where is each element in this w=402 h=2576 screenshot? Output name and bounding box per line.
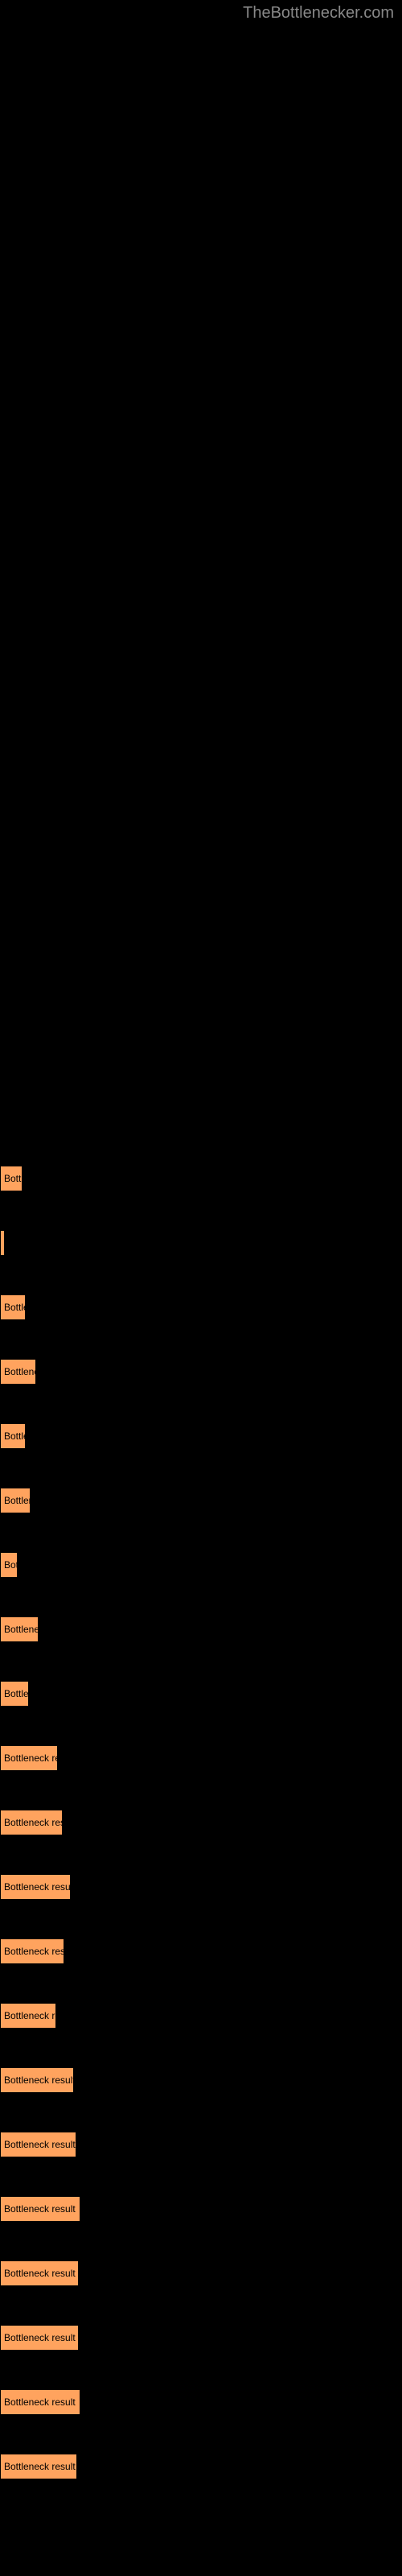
bar-label: Bottleneck result bbox=[4, 2203, 76, 2215]
bar-label: Bottleneck result bbox=[4, 2074, 74, 2086]
bar-row: Bottleneck result bbox=[0, 1852, 402, 1916]
bar-label: Bottlenec bbox=[4, 1366, 36, 1377]
bar-label: Bott bbox=[4, 1173, 21, 1184]
chart-bar: Bottleneck resul bbox=[0, 1938, 64, 1964]
bar-label: Bottleneck result bbox=[4, 2139, 76, 2150]
chart-bar: Bottlenec bbox=[0, 1616, 39, 1642]
bar-row: Bottleneck re bbox=[0, 1980, 402, 2045]
chart-bar: Bott bbox=[0, 1166, 23, 1191]
bar-row: Bottlen bbox=[0, 1658, 402, 1723]
chart-bar: Bottle bbox=[0, 1294, 26, 1320]
chart-bar: Bottleneck result bbox=[0, 2454, 77, 2479]
bar-chart: Bott Bottle Bottlenec Bottle Bottlen Bot Bottl… bbox=[0, 0, 402, 2496]
chart-bar bbox=[0, 1230, 5, 1256]
bar-label: Bottleneck resul bbox=[4, 1946, 64, 1957]
bar-label: Bottleneck result bbox=[4, 2461, 76, 2472]
bar-label: Bottleneck result bbox=[4, 1881, 71, 1893]
bar-row: Bott bbox=[0, 1143, 402, 1208]
bar-label: Bottleneck result bbox=[4, 2268, 76, 2279]
chart-bar: Bottleneck result bbox=[0, 2196, 80, 2222]
bar-label: Bottleneck result bbox=[4, 2396, 76, 2408]
bar-row: Bottlenec bbox=[0, 1594, 402, 1658]
chart-bar: Bottleneck resu bbox=[0, 1810, 63, 1835]
bar-row: Bot bbox=[0, 1530, 402, 1594]
chart-bar: Bottlen bbox=[0, 1488, 31, 1513]
bar-row: Bottleneck result bbox=[0, 2045, 402, 2109]
chart-bar: Bottleneck result bbox=[0, 2067, 74, 2093]
bar-row: Bottleneck resul bbox=[0, 1916, 402, 1980]
bar-label: Bottleneck result bbox=[4, 2332, 76, 2343]
bar-label: Bot bbox=[4, 1559, 18, 1571]
chart-bar: Bottleneck result bbox=[0, 2132, 76, 2157]
bar-row: Bottlenec bbox=[0, 1336, 402, 1401]
chart-bar: Bottleneck result bbox=[0, 2325, 79, 2351]
bar-label: Bottlen bbox=[4, 1688, 29, 1699]
chart-bar: Bottleneck re bbox=[0, 2003, 56, 2029]
bar-row: Bottleneck resu bbox=[0, 1787, 402, 1852]
chart-bar: Bottlen bbox=[0, 1681, 29, 1707]
bar-row: Bottleneck result bbox=[0, 2431, 402, 2496]
chart-bar: Bottleneck result bbox=[0, 2389, 80, 2415]
bar-row: Bottleneck result bbox=[0, 2367, 402, 2431]
bar-row: Bottleneck result bbox=[0, 2174, 402, 2238]
chart-bar: Bottleneck result bbox=[0, 1874, 71, 1900]
chart-bar: Bottlenec bbox=[0, 1359, 36, 1385]
bar-row: Bottle bbox=[0, 1401, 402, 1465]
bar-label: Bottle bbox=[4, 1302, 26, 1313]
bar-label: Bottlenec bbox=[4, 1624, 39, 1635]
bar-row: Bottleneck result bbox=[0, 2109, 402, 2174]
chart-bar: Bottleneck res bbox=[0, 1745, 58, 1771]
chart-bar: Bottleneck result bbox=[0, 2260, 79, 2286]
bar-label: Bottleneck res bbox=[4, 1752, 58, 1764]
chart-bar: Bot bbox=[0, 1552, 18, 1578]
bar-label: Bottlen bbox=[4, 1495, 31, 1506]
bar-row: Bottlen bbox=[0, 1465, 402, 1530]
bar-row: Bottleneck res bbox=[0, 1723, 402, 1787]
bar-label: Bottle bbox=[4, 1430, 26, 1442]
bar-row bbox=[0, 1208, 402, 1272]
bar-row: Bottle bbox=[0, 1272, 402, 1336]
bar-row: Bottleneck result bbox=[0, 2238, 402, 2302]
bar-row: Bottleneck result bbox=[0, 2302, 402, 2367]
chart-bar: Bottle bbox=[0, 1423, 26, 1449]
bar-label: Bottleneck resu bbox=[4, 1817, 63, 1828]
bar-label: Bottleneck re bbox=[4, 2010, 56, 2021]
